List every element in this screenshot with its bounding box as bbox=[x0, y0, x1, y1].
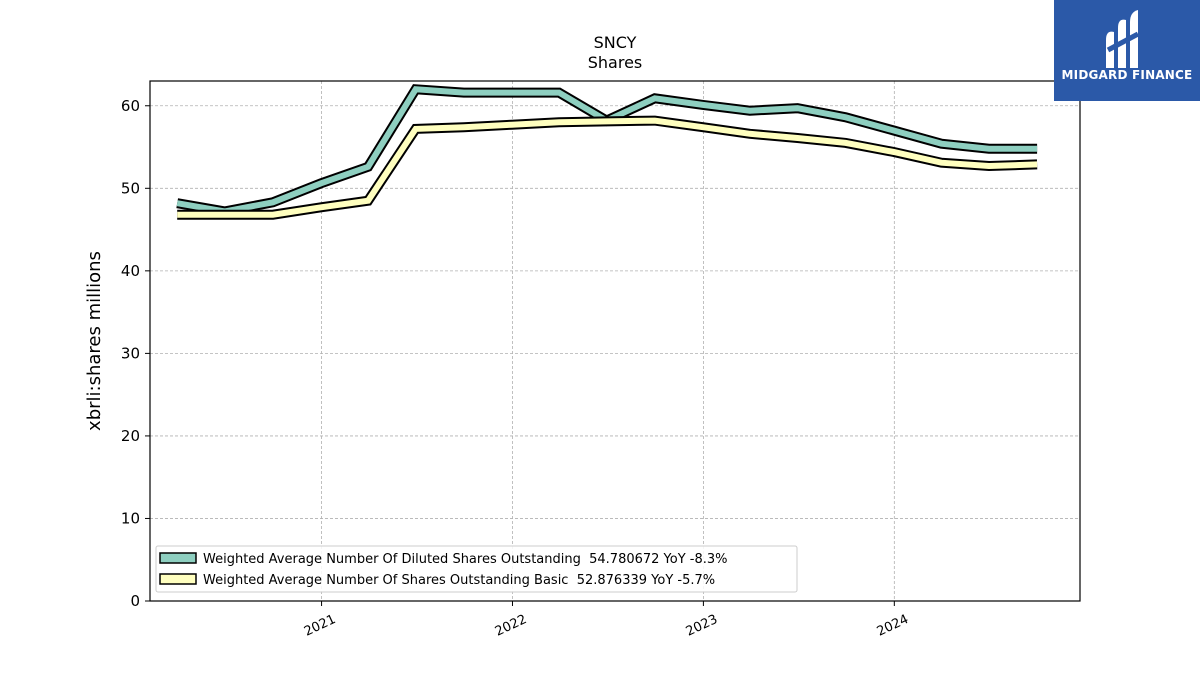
chart-subtitle: Shares bbox=[588, 53, 643, 72]
y-tick-label: 60 bbox=[121, 97, 140, 115]
y-axis-label: xbrli:shares millions bbox=[84, 251, 105, 431]
x-tick-label: 2023 bbox=[684, 612, 720, 640]
y-axis: 0 10 20 30 40 50 60 bbox=[121, 97, 150, 610]
legend-swatch-diluted bbox=[159, 552, 197, 564]
midgard-logo-icon bbox=[1106, 10, 1140, 68]
series-layer bbox=[176, 84, 1038, 220]
legend-label-basic: Weighted Average Number Of Shares Outsta… bbox=[203, 573, 715, 588]
legend-label-diluted: Weighted Average Number Of Diluted Share… bbox=[203, 552, 728, 567]
x-tick-label: 2024 bbox=[875, 612, 911, 640]
series-line-1 bbox=[177, 117, 1038, 218]
logo-text: MIDGARD FINANCE bbox=[1061, 68, 1193, 82]
legend: Weighted Average Number Of Diluted Share… bbox=[155, 545, 798, 593]
y-tick-label: 30 bbox=[121, 344, 140, 362]
plot-area-frame bbox=[149, 80, 1081, 602]
x-tick-label: 2022 bbox=[493, 612, 529, 640]
y-tick-label: 10 bbox=[121, 509, 140, 527]
y-tick-label: 20 bbox=[121, 427, 140, 445]
x-tick-label: 2021 bbox=[302, 612, 338, 640]
y-tick-label: 50 bbox=[121, 179, 140, 197]
chart-title: SNCY bbox=[594, 33, 637, 52]
y-tick-label: 0 bbox=[130, 592, 140, 610]
midgard-finance-logo: MIDGARD FINANCE bbox=[1054, 0, 1200, 101]
y-tick-label: 40 bbox=[121, 262, 140, 280]
legend-swatch-basic bbox=[159, 573, 197, 585]
x-axis: 2021 2022 2023 2024 bbox=[302, 601, 911, 640]
legend-box bbox=[155, 545, 798, 593]
